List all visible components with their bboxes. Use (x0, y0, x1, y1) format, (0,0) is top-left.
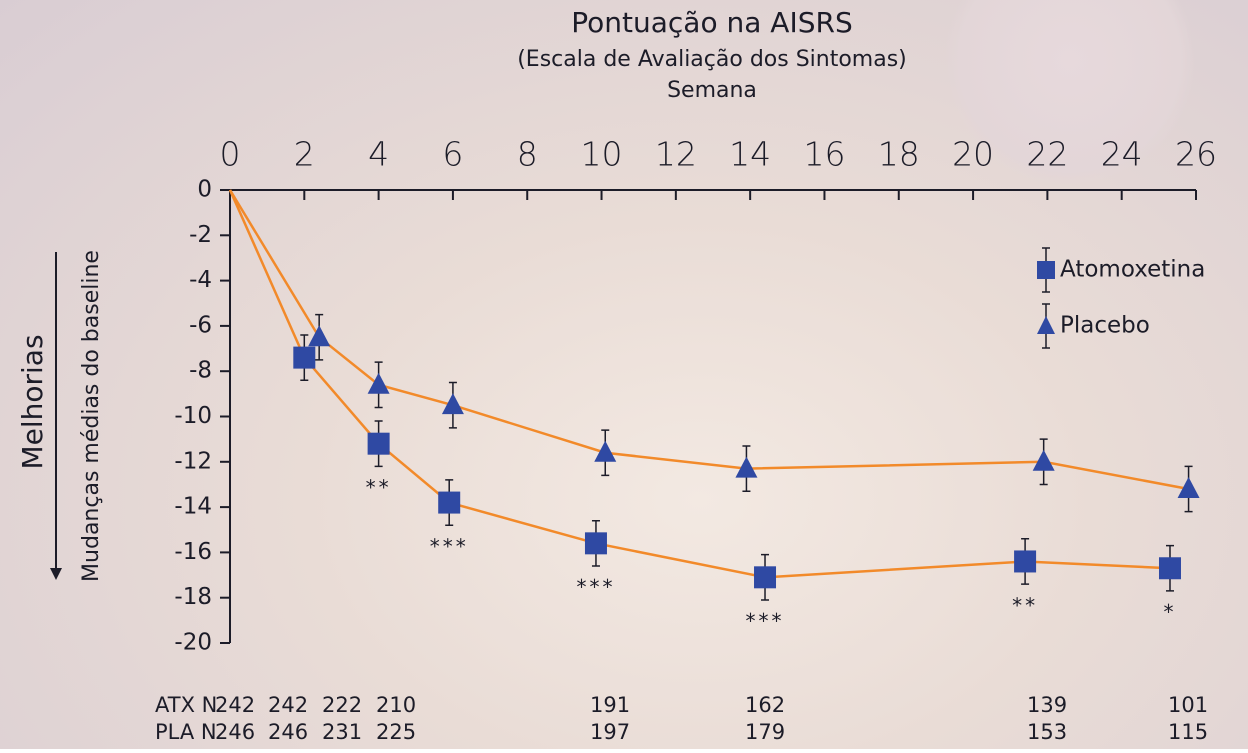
n-value: 210 (376, 693, 416, 717)
x-tick-label: 22 (1026, 135, 1068, 174)
x-tick-label: 0 (220, 135, 241, 174)
x-tick-label: 26 (1175, 135, 1217, 174)
x-tick-label: 24 (1101, 135, 1143, 174)
n-value: 242 (268, 693, 308, 717)
data-point (308, 325, 331, 347)
n-value: 197 (590, 720, 630, 744)
data-point (754, 566, 777, 589)
y-tick-label: -12 (174, 448, 212, 474)
data-point (367, 432, 390, 455)
significance: *** (576, 575, 615, 599)
x-tick-label: 20 (952, 135, 994, 174)
legend-label: Placebo (1060, 313, 1150, 339)
arrow-head (50, 568, 62, 580)
legend-marker (1037, 261, 1055, 279)
x-tick-label: 2 (294, 135, 315, 174)
data-point (1158, 557, 1181, 580)
significance: ** (366, 475, 392, 499)
significance: *** (430, 534, 469, 558)
significance: *** (746, 609, 785, 633)
n-value: 153 (1027, 720, 1067, 744)
data-point (438, 491, 461, 514)
n-value: 162 (745, 693, 785, 717)
n-value: 101 (1168, 693, 1208, 717)
data-point (367, 372, 390, 394)
n-value: 225 (376, 720, 416, 744)
data-point (1014, 550, 1037, 573)
x-tick-label: 8 (517, 135, 538, 174)
data-point (735, 456, 758, 478)
chart-title: Pontuação na AISRS (571, 6, 852, 39)
n-value: 179 (745, 720, 785, 744)
significance: * (1163, 600, 1176, 624)
legend-label: Atomoxetina (1060, 257, 1205, 283)
chart-subtitle: (Escala de Avaliação dos Sintomas) (517, 47, 907, 72)
data-point (584, 532, 607, 555)
n-value: 115 (1168, 720, 1208, 744)
y-tick-label: -2 (189, 222, 212, 248)
y-tick-label: -14 (174, 494, 212, 520)
n-row-label: ATX N (155, 693, 217, 717)
n-value: 222 (322, 693, 362, 717)
data-point (1177, 476, 1200, 498)
y-axis-label: Mudanças médias do baseline (79, 250, 104, 582)
n-value: 231 (322, 720, 362, 744)
data-point (293, 346, 316, 369)
y-tick-label: -8 (189, 358, 212, 384)
data-point (441, 393, 464, 415)
x-tick-label: 14 (729, 135, 771, 174)
data-point (1032, 449, 1055, 471)
y-tick-label: -6 (189, 312, 212, 338)
n-value: 191 (590, 693, 630, 717)
n-row-label: PLA N (155, 720, 217, 744)
y-tick-label: -16 (174, 539, 212, 565)
x-tick-label: 16 (803, 135, 845, 174)
n-value: 246 (215, 720, 255, 744)
y-tick-label: -20 (174, 630, 212, 656)
data-point (594, 440, 617, 462)
significance: ** (1012, 593, 1038, 617)
x-tick-label: 10 (581, 135, 623, 174)
y-tick-label: -10 (174, 403, 212, 429)
n-value: 242 (215, 693, 255, 717)
x-tick-label: 4 (368, 135, 389, 174)
x-tick-label: 6 (442, 135, 463, 174)
x-tick-label: 18 (878, 135, 920, 174)
series-line (228, 189, 1171, 579)
y-tick-label: 0 (197, 177, 212, 203)
n-value: 246 (268, 720, 308, 744)
y-tick-label: -4 (189, 267, 212, 293)
y-note: Melhorias (16, 334, 49, 469)
legend-marker (1037, 316, 1055, 334)
n-value: 139 (1027, 693, 1067, 717)
x-tick-label: 12 (655, 135, 697, 174)
x-axis-label: Semana (667, 78, 757, 103)
y-tick-label: -18 (174, 584, 212, 610)
